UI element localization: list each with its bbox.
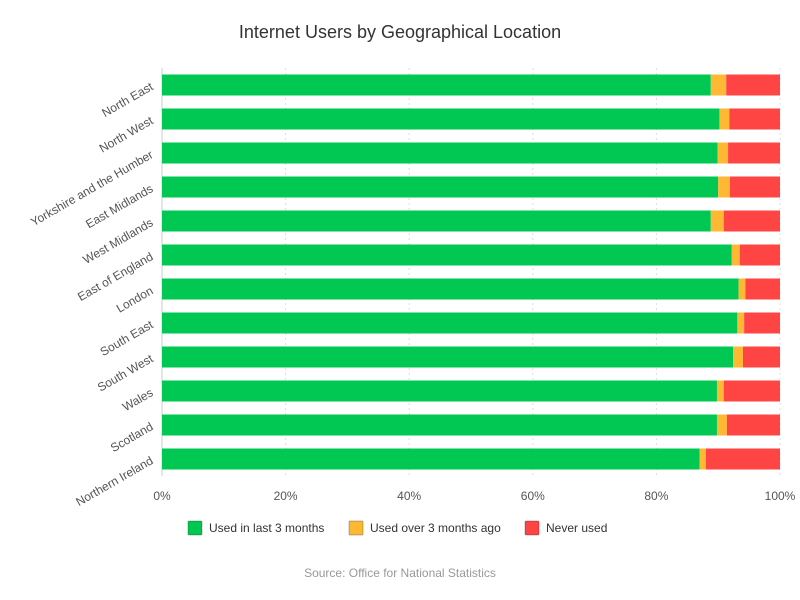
legend-label: Used in last 3 months	[209, 521, 324, 535]
bar-segment	[716, 380, 724, 402]
legend-label: Never used	[546, 521, 607, 535]
bar-segment	[723, 210, 780, 232]
bar-segment	[162, 346, 734, 368]
bar-segment	[728, 142, 780, 164]
bar-segment	[745, 278, 780, 300]
bar-segment	[737, 312, 745, 334]
bar-segment	[162, 176, 719, 198]
bar-segment	[731, 244, 740, 266]
chart-title: Internet Users by Geographical Location	[239, 22, 561, 42]
x-tick-label: 20%	[274, 489, 298, 503]
bar-segment	[162, 74, 711, 96]
bar-segment	[710, 74, 727, 96]
category-label: Wales	[120, 385, 155, 414]
category-label: Scotland	[108, 419, 155, 454]
bar-segment	[729, 108, 780, 130]
bar-segment	[716, 414, 727, 436]
x-tick-label: 40%	[397, 489, 421, 503]
bar-segment	[705, 448, 780, 470]
x-tick-label: 0%	[153, 489, 171, 503]
bar-segment	[162, 312, 738, 334]
legend-swatch	[524, 520, 540, 536]
legend: Used in last 3 months Used over 3 months …	[187, 520, 607, 536]
legend-item[interactable]: Used in last 3 months	[187, 520, 324, 536]
x-tick-label: 80%	[644, 489, 668, 503]
bar-segment	[718, 176, 730, 198]
bar-segment	[726, 414, 780, 436]
legend-swatch	[348, 520, 364, 536]
bar-segment	[717, 142, 729, 164]
bar-segment	[710, 210, 724, 232]
bar-segment	[729, 176, 780, 198]
category-label: London	[114, 283, 156, 315]
bar-segment	[162, 380, 717, 402]
bar-segment	[162, 448, 700, 470]
bar-segment	[162, 244, 732, 266]
bar-segment	[719, 108, 730, 130]
bar-segment	[723, 380, 780, 402]
bar-segment	[726, 74, 780, 96]
legend-label: Used over 3 months ago	[370, 521, 501, 535]
bar-segment	[744, 312, 780, 334]
bar-segment	[162, 108, 720, 130]
x-axis-ticks: 0% 20% 40% 60% 80% 100%	[153, 489, 795, 503]
category-label: Northern Ireland	[73, 453, 155, 508]
legend-item[interactable]: Used over 3 months ago	[348, 520, 501, 536]
bars	[162, 74, 780, 470]
legend-item[interactable]: Never used	[524, 520, 607, 536]
x-tick-label: 100%	[765, 489, 796, 503]
bar-segment	[162, 414, 717, 436]
bar-segment	[738, 278, 746, 300]
bar-segment	[733, 346, 743, 368]
bar-segment	[162, 210, 711, 232]
bar-segment	[699, 448, 706, 470]
source-note: Source: Office for National Statistics	[304, 566, 496, 580]
gridlines	[161, 68, 781, 476]
bar-segment	[739, 244, 780, 266]
bar-segment	[162, 142, 718, 164]
x-tick-label: 60%	[521, 489, 545, 503]
legend-swatch	[187, 520, 203, 536]
bar-segment	[162, 278, 739, 300]
bar-segment	[742, 346, 780, 368]
